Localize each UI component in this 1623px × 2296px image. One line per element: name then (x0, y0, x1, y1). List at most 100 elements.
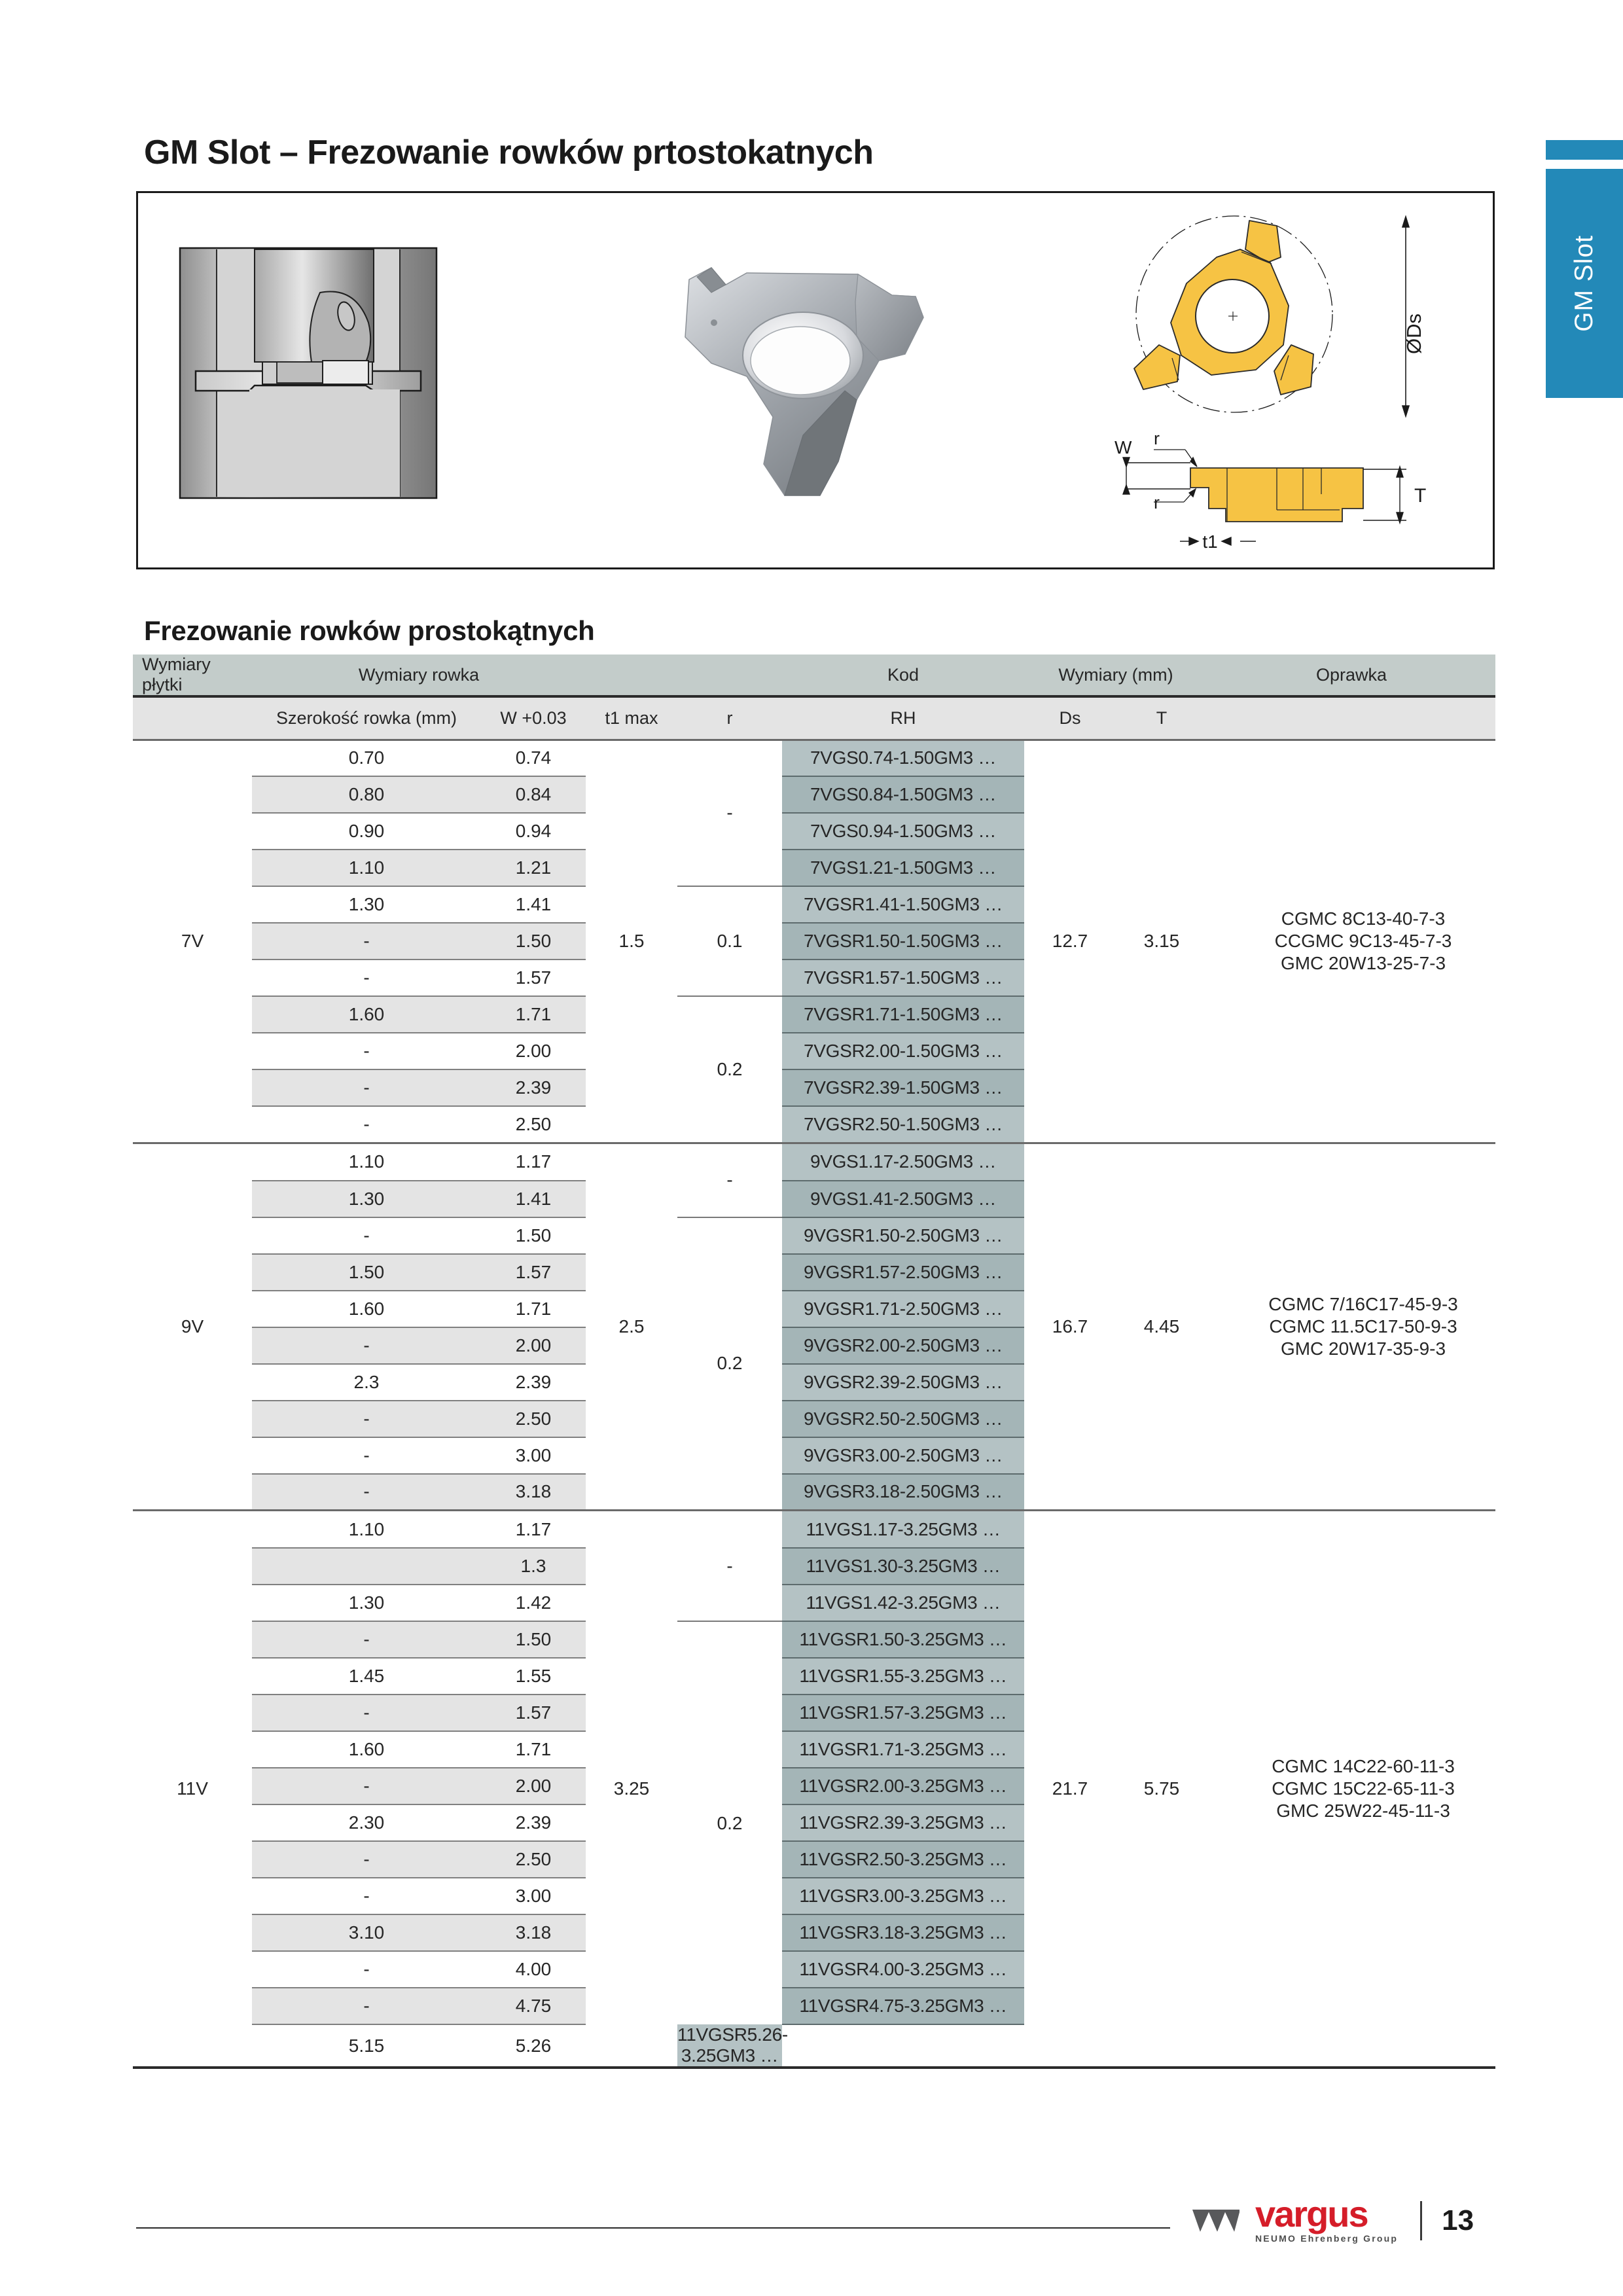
cell-rh-code: 7VGS0.84-1.50GM3 … (782, 776, 1024, 814)
table-row: 1.30 1.41 9VGS1.41-2.50GM3 … (133, 1179, 1495, 1218)
cell-slot-width: - (252, 1069, 481, 1107)
cell-w: 2.39 (481, 1804, 586, 1841)
cell-r: 0.2 (677, 1216, 782, 1511)
cell-w: 0.84 (481, 776, 586, 814)
page-number: 13 (1442, 2204, 1474, 2237)
cell-slot-width: 1.50 (252, 1253, 481, 1291)
cell-rh-code: 11VGSR3.00-3.25GM3 … (782, 1878, 1024, 1914)
cell-slot-width: - (252, 1878, 481, 1914)
dimension-label-w: W (1115, 437, 1132, 457)
cell-rh-code: 11VGS1.17-3.25GM3 … (782, 1511, 1024, 1548)
cell-w: 2.39 (481, 1069, 586, 1107)
cell-rh-code: 7VGS0.94-1.50GM3 … (782, 813, 1024, 850)
cell-rh-code: 7VGSR2.39-1.50GM3 … (782, 1069, 1024, 1107)
cell-insert-code: 7V (133, 740, 252, 1143)
table-sub-header-row: Szerokość rowka (mm) W +0.03 t1 max r RH… (133, 696, 1495, 741)
cell-slot-width: - (252, 1399, 481, 1438)
holder-code: CGMC 7/16C17-45-9-3 (1268, 1293, 1458, 1314)
table-row: 9V 1.10 1.17 2.5-9VGS1.17-2.50GM3 … 16.7 4.45… (133, 1143, 1495, 1511)
divider-cell (133, 1509, 1495, 1512)
cell-w: 3.00 (481, 1437, 586, 1474)
cell-rh-code: 11VGSR2.50-3.25GM3 … (782, 1840, 1024, 1878)
table-row: 1.60 1.71 0.2 7VGSR1.71-1.50GM3 … (133, 996, 1495, 1143)
cell-slot-width: - (252, 1437, 481, 1474)
table-row: -1.50 0.2 11VGSR1.50-3.25GM3 … (133, 1621, 1495, 2024)
table-row: -2.00 9VGSR2.00-2.50GM3 … (133, 1326, 1495, 1365)
cell-rh-code: 11VGSR1.55-3.25GM3 … (782, 1658, 1024, 1695)
table-row: -4.75 11VGSR4.75-3.25GM3 … (133, 1987, 1495, 2025)
cell-ds: 12.7 (1024, 740, 1116, 1143)
header-slot-dims: Wymiary rowka (252, 655, 586, 698)
cell-rh-code: 7VGSR1.50-1.50GM3 … (782, 922, 1024, 960)
cell-t1-max: 3.25 (586, 1511, 677, 2068)
table-body: 7V 0.70 0.74 1.5-7VGS0.74-1.50GM3 … 12.7 3.15… (133, 740, 1495, 2070)
cell-w: 1.71 (481, 996, 586, 1033)
slot-milling-cross-section-illustration (177, 245, 439, 501)
table-row: 2.3 2.39 9VGSR2.39-2.50GM3 … (133, 1363, 1495, 1401)
holder-code: CGMC 11.5C17-50-9-3 (1269, 1316, 1457, 1336)
holder-code: CGMC 8C13-40-7-3 (1281, 908, 1446, 929)
cell-insert-code: 11V (133, 1511, 252, 2068)
page-title: GM Slot – Frezowanie rowków prtostokatny… (144, 134, 874, 171)
cell-w: 2.50 (481, 1840, 586, 1878)
cell-w: 2.00 (481, 1033, 586, 1069)
cell-slot-width: - (252, 1694, 481, 1732)
cell-holder-codes: CGMC 14C22-60-11-3 CGMC 15C22-65-11-3 GMC … (1207, 1511, 1495, 2068)
cell-slot-width: 1.30 (252, 1585, 481, 1621)
table-row: 7V 0.70 0.74 1.5-7VGS0.74-1.50GM3 … 12.7 3.15… (133, 740, 1495, 1143)
side-tab-container: GM Slot (1546, 140, 1623, 398)
table-row: -3.18 9VGSR3.18-2.50GM3 … (133, 1473, 1495, 1511)
cell-slot-width: - (252, 1326, 481, 1365)
table-row: 1.10 1.21 7VGS1.21-1.50GM3 … (133, 849, 1495, 887)
subheader-insert (133, 696, 252, 741)
subheader-t1max: t1 max (586, 696, 677, 741)
cell-slot-width: - (252, 922, 481, 960)
cell-w: 1.57 (481, 960, 586, 996)
side-tab-cap (1546, 140, 1623, 160)
cell-slot-width: 1.30 (252, 1179, 481, 1218)
cell-slot-width: 2.3 (252, 1363, 481, 1401)
cell-rh-code: 11VGSR2.39-3.25GM3 … (782, 1804, 1024, 1841)
cell-w: 1.71 (481, 1290, 586, 1327)
cell-w: 5.26 (481, 2024, 586, 2068)
cell-holder-codes: CGMC 7/16C17-45-9-3 CGMC 11.5C17-50-9-3 GM… (1207, 1143, 1495, 1511)
cell-w: 3.18 (481, 1473, 586, 1511)
holder-code: GMC 20W17-35-9-3 (1280, 1338, 1446, 1359)
cell-slot-width: 1.30 (252, 886, 481, 923)
product-table: Wymiary płytki Wymiary rowka Kod Wymiary… (133, 655, 1495, 2070)
cell-w: 1.3 (481, 1547, 586, 1585)
cell-slot-width: - (252, 1621, 481, 1659)
section-divider (133, 1141, 1495, 1145)
cell-w: 1.50 (481, 1621, 586, 1659)
divider-cell (133, 1141, 1495, 1145)
cell-slot-width: 1.45 (252, 1658, 481, 1695)
cell-w: 1.57 (481, 1253, 586, 1291)
dimension-label-r-bottom: r (1154, 493, 1160, 512)
table-row: 1.3 11VGS1.30-3.25GM3 … (133, 1547, 1495, 1585)
section-heading: Frezowanie rowków prostokątnych (144, 615, 595, 646)
table-row: 1.30 1.42 11VGS1.42-3.25GM3 … (133, 1585, 1495, 1621)
vargus-wordmark: vargus (1255, 2193, 1369, 2234)
table-row: 1.60 1.71 9VGSR1.71-2.50GM3 … (133, 1290, 1495, 1327)
table-row: 0.90 0.94 7VGS0.94-1.50GM3 … (133, 813, 1495, 850)
cell-slot-width (252, 1547, 481, 1585)
table-row: -4.00 11VGSR4.00-3.25GM3 … (133, 1951, 1495, 1988)
side-tab-label: GM Slot (1570, 235, 1598, 332)
table-row: -1.50 7VGSR1.50-1.50GM3 … (133, 922, 1495, 960)
cell-w: 1.50 (481, 922, 586, 960)
cell-holder-codes: CGMC 8C13-40-7-3 CCGMC 9C13-45-7-3 GMC 20W… (1207, 740, 1495, 1143)
cell-slot-width: 1.60 (252, 996, 481, 1033)
cell-slot-width: 0.80 (252, 776, 481, 814)
cell-w: 1.17 (481, 1511, 586, 1548)
table-bottom-rule (133, 2066, 1495, 2070)
cell-rh-code: 7VGS1.21-1.50GM3 … (782, 849, 1024, 887)
header-insert-dims: Wymiary płytki (133, 655, 252, 698)
cell-rh-code: 9VGSR1.50-2.50GM3 … (782, 1217, 1024, 1254)
cell-rh-code: 11VGSR1.71-3.25GM3 … (782, 1731, 1024, 1768)
cell-w: 3.00 (481, 1878, 586, 1914)
holder-code: CGMC 15C22-65-11-3 (1272, 1778, 1455, 1799)
table-row: -3.00 11VGSR3.00-3.25GM3 … (133, 1878, 1495, 1914)
footer-separator (1420, 2201, 1423, 2241)
cell-rh-code: 9VGSR2.00-2.50GM3 … (782, 1326, 1024, 1365)
header-code: Kod (782, 655, 1024, 698)
